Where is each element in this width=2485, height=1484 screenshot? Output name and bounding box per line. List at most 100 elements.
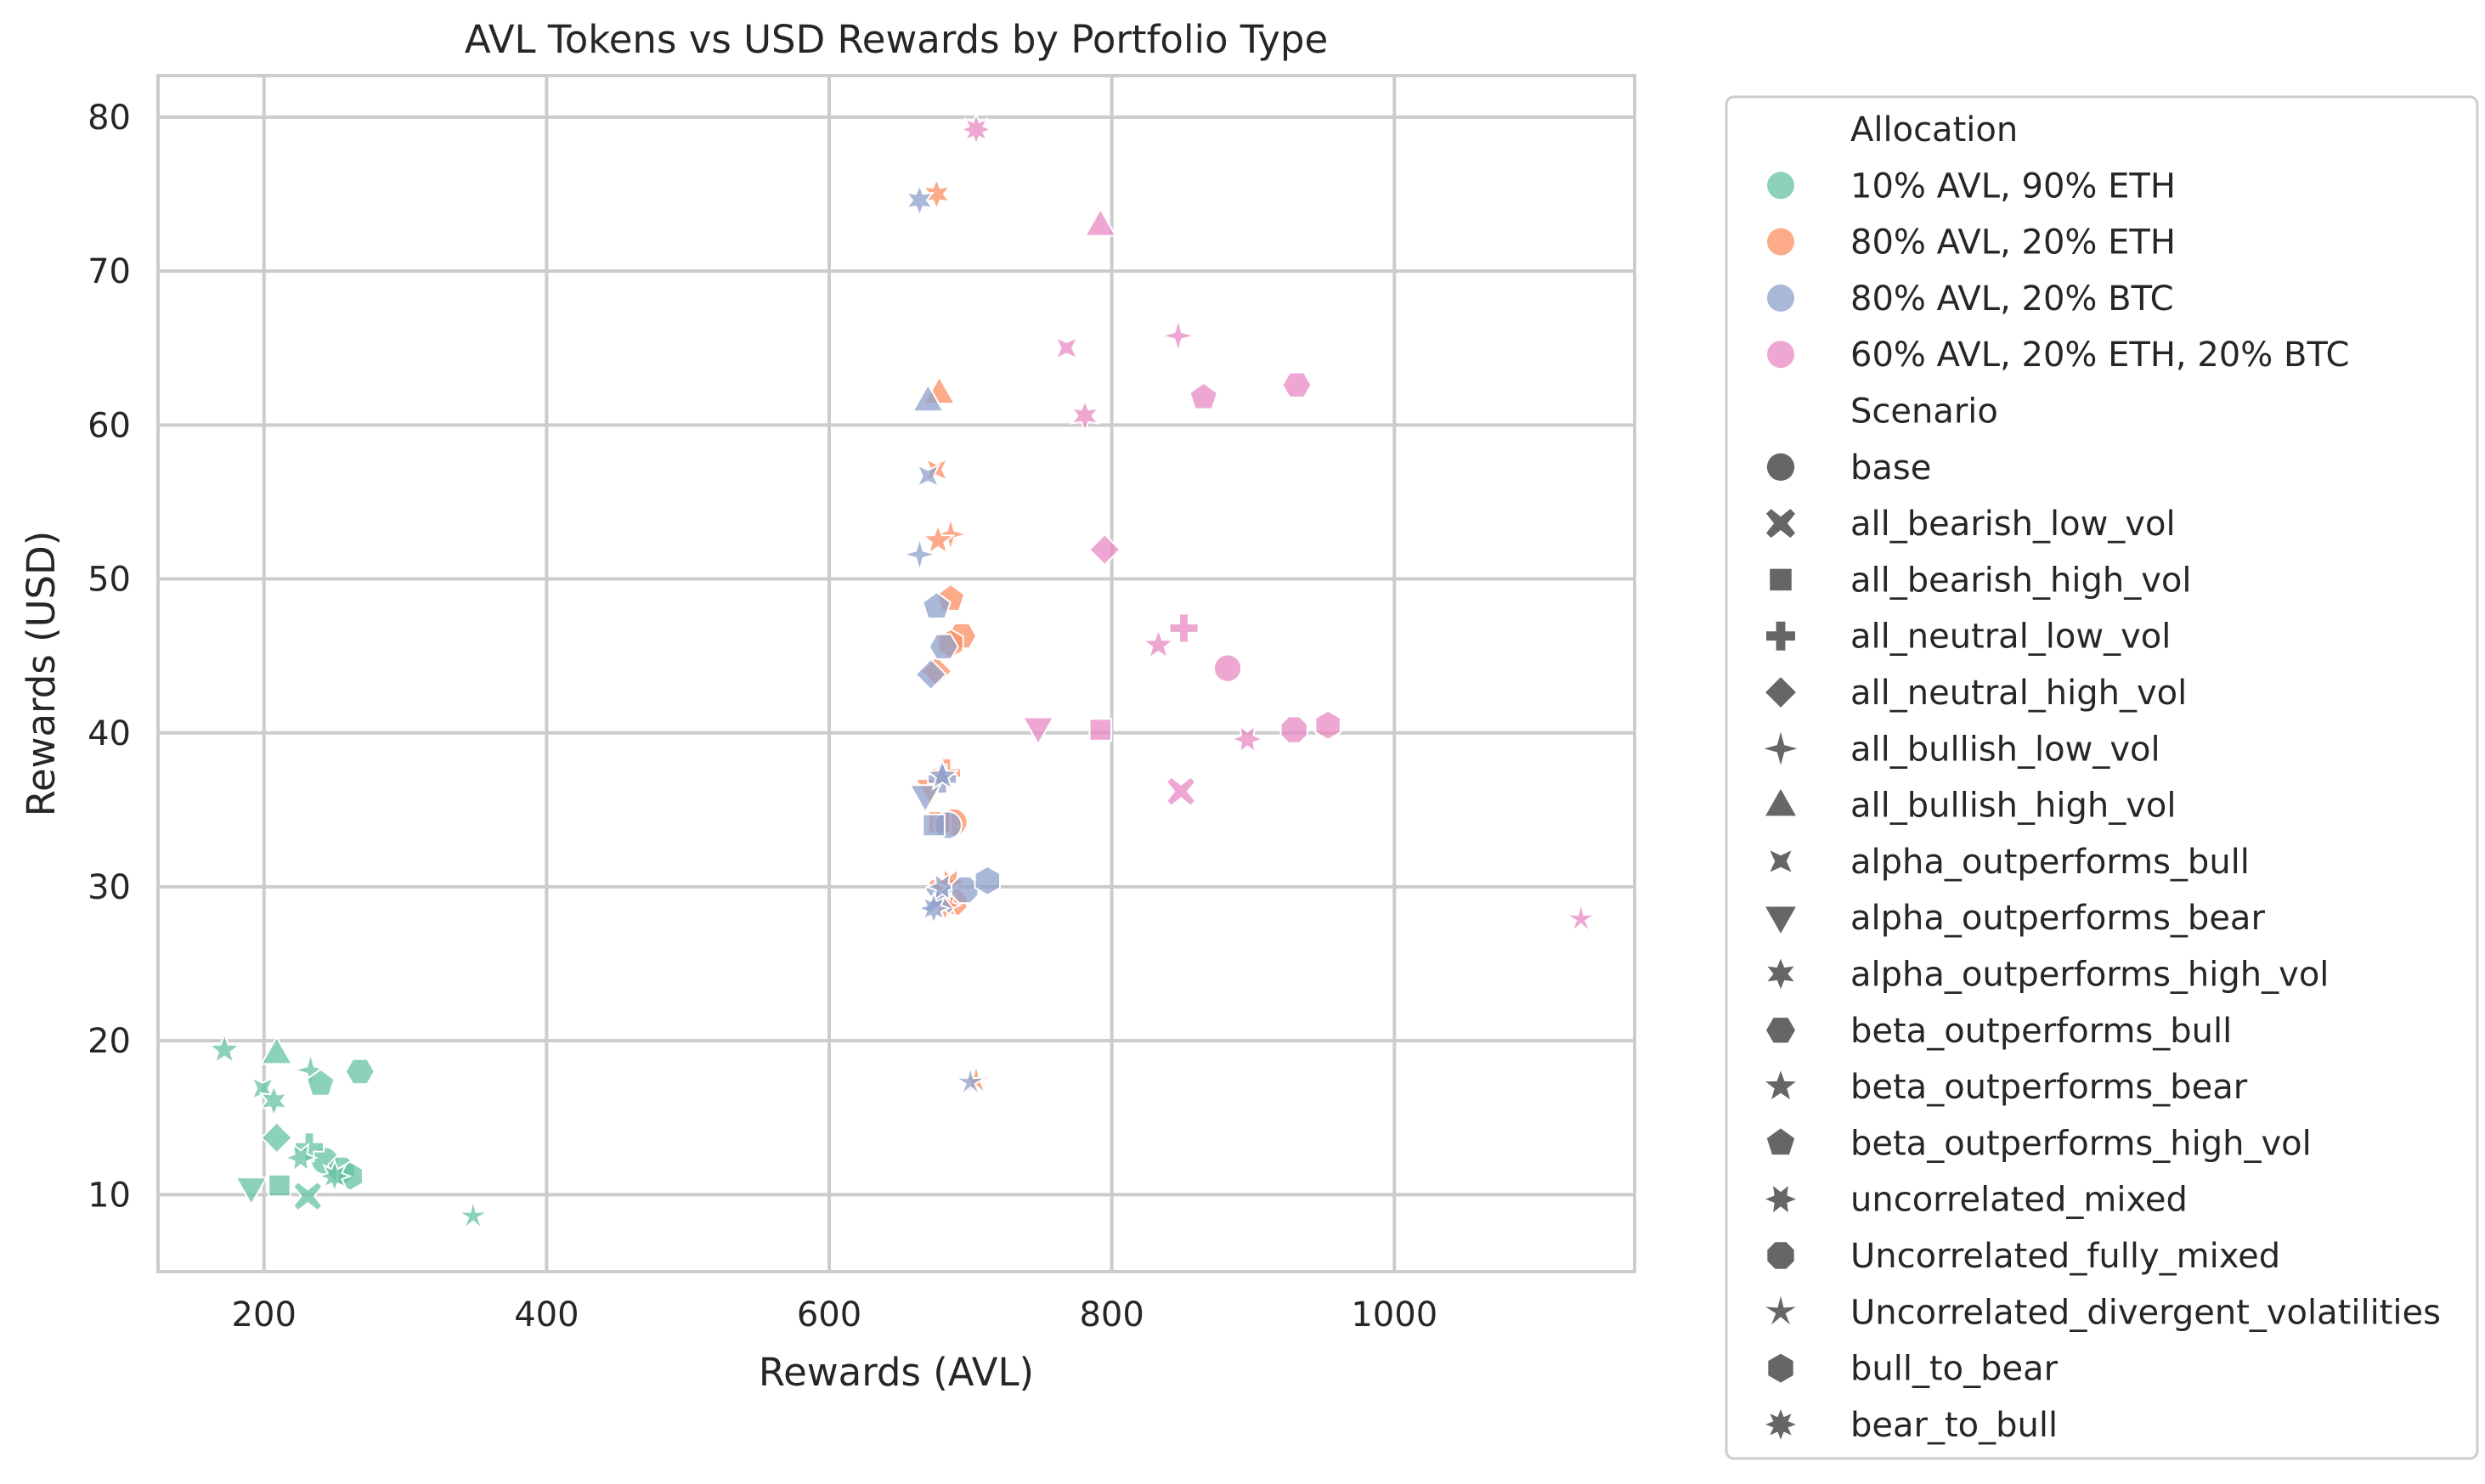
data-point xyxy=(206,1031,242,1065)
plot-frame xyxy=(156,74,1636,1273)
x-axis-ticks: 200 400 600 800 1000 xyxy=(232,1295,1438,1334)
data-point xyxy=(928,633,959,660)
data-point xyxy=(1565,903,1597,933)
legend-marker-swatch xyxy=(1767,1242,1794,1269)
data-point xyxy=(958,111,994,148)
legend-allocation-label: 80% AVL, 20% BTC xyxy=(1850,279,2174,319)
data-point xyxy=(1189,381,1219,410)
data-point xyxy=(1083,207,1117,237)
chart-title: AVL Tokens vs USD Rewards by Portfolio T… xyxy=(465,17,1328,62)
legend-marker-swatch xyxy=(1765,1409,1796,1440)
data-point xyxy=(911,382,946,413)
data-point xyxy=(914,657,948,691)
legend-color-swatch xyxy=(1767,228,1794,256)
data-point xyxy=(908,784,942,814)
x-tick-label: 800 xyxy=(1079,1295,1144,1334)
y-tick-label: 60 xyxy=(88,406,131,445)
x-tick-label: 400 xyxy=(514,1295,579,1334)
data-point xyxy=(305,1068,336,1097)
legend-title-allocation: Allocation xyxy=(1850,110,2018,150)
data-point xyxy=(1087,533,1121,567)
y-tick-label: 30 xyxy=(88,868,131,907)
data-point xyxy=(916,890,952,926)
legend-scenario-label: alpha_outperforms_bull xyxy=(1850,843,2250,882)
legend-box xyxy=(1725,95,2479,1460)
y-axis-ticks: 10 20 30 40 50 60 70 80 xyxy=(88,99,131,1215)
legend-marker-swatch xyxy=(1764,731,1798,765)
data-point xyxy=(924,872,960,902)
data-point xyxy=(1088,718,1113,742)
legend-scenario-label: bull_to_bear xyxy=(1850,1350,2059,1389)
legend-marker-swatch xyxy=(1765,906,1796,934)
data-point xyxy=(921,176,952,212)
legend-scenario-label: all_bearish_low_vol xyxy=(1850,505,2176,544)
data-point xyxy=(922,813,946,838)
data-point xyxy=(974,865,1002,896)
legend-scenario-label: Uncorrelated_fully_mixed xyxy=(1850,1237,2280,1276)
legend-color-swatch xyxy=(1767,341,1794,369)
data-points xyxy=(206,111,1597,1230)
legend-scenario-label: all_bullish_low_vol xyxy=(1850,730,2160,769)
legend-marker-swatch xyxy=(1765,1295,1796,1325)
legend-allocation-label: 80% AVL, 20% ETH xyxy=(1850,223,2176,262)
data-point xyxy=(1279,715,1308,744)
x-tick-label: 1000 xyxy=(1351,1295,1437,1334)
y-tick-label: 20 xyxy=(88,1022,131,1061)
y-tick-label: 80 xyxy=(88,99,131,138)
legend-marker-swatch xyxy=(1765,677,1796,708)
data-point xyxy=(954,1066,986,1096)
y-tick-label: 40 xyxy=(88,714,131,753)
data-point xyxy=(1053,336,1080,361)
legend-marker-swatch xyxy=(1770,850,1792,872)
data-point xyxy=(260,1035,294,1065)
legend-marker-swatch xyxy=(1766,621,1795,651)
grid xyxy=(158,76,1635,1272)
data-point xyxy=(258,1083,290,1119)
legend-marker-swatch xyxy=(1765,788,1796,816)
data-point xyxy=(457,1199,489,1230)
data-point xyxy=(1314,709,1341,741)
legend-marker-swatch xyxy=(1766,453,1795,481)
data-point xyxy=(1168,612,1200,644)
data-point xyxy=(920,522,956,556)
data-point xyxy=(234,1176,268,1206)
legend-entries: Allocation 10% AVL, 90% ETH 80% AVL, 20% E… xyxy=(1764,110,2441,1445)
data-point xyxy=(1281,371,1313,398)
legend-allocation-label: 60% AVL, 20% ETH, 20% BTC xyxy=(1850,336,2349,375)
data-point xyxy=(1165,776,1197,807)
x-axis-label: Rewards (AVL) xyxy=(759,1350,1034,1395)
data-point xyxy=(294,1131,325,1163)
legend-title-scenario: Scenario xyxy=(1850,392,1998,432)
legend-scenario-label: bear_to_bull xyxy=(1850,1406,2058,1445)
legend-scenario-label: beta_outperforms_high_vol xyxy=(1850,1124,2312,1163)
data-point xyxy=(291,1180,324,1212)
legend-color-swatch xyxy=(1767,284,1794,312)
y-tick-label: 50 xyxy=(88,561,131,600)
data-point xyxy=(1021,716,1055,747)
legend-scenario-label: beta_outperforms_bull xyxy=(1850,1012,2232,1051)
data-point xyxy=(1212,653,1243,683)
data-point xyxy=(317,1158,353,1194)
legend: Allocation 10% AVL, 90% ETH 80% AVL, 20% E… xyxy=(1725,95,2479,1460)
legend-marker-swatch xyxy=(1767,958,1794,990)
data-point xyxy=(915,463,941,488)
legend-marker-swatch xyxy=(1766,1018,1795,1043)
data-point xyxy=(1158,315,1199,356)
legend-marker-swatch xyxy=(1765,1186,1796,1213)
legend-marker-swatch xyxy=(1766,1128,1795,1155)
legend-marker-swatch xyxy=(1770,568,1792,591)
legend-scenario-label: uncorrelated_mixed xyxy=(1850,1181,2188,1220)
data-point xyxy=(1070,398,1100,434)
legend-scenario-label: beta_outperforms_bear xyxy=(1850,1068,2248,1107)
legend-scenario-label: alpha_outperforms_bear xyxy=(1850,899,2265,938)
legend-scenario-label: all_neutral_low_vol xyxy=(1850,618,2171,657)
y-tick-label: 10 xyxy=(88,1176,131,1215)
data-point xyxy=(283,1143,319,1173)
legend-scenario-label: Uncorrelated_divergent_volatilities xyxy=(1850,1293,2441,1332)
data-point xyxy=(1229,724,1265,754)
y-axis-label: Rewards (USD) xyxy=(19,531,64,817)
data-point xyxy=(344,1058,376,1086)
legend-marker-swatch xyxy=(1765,1070,1796,1100)
data-point xyxy=(1140,626,1177,660)
